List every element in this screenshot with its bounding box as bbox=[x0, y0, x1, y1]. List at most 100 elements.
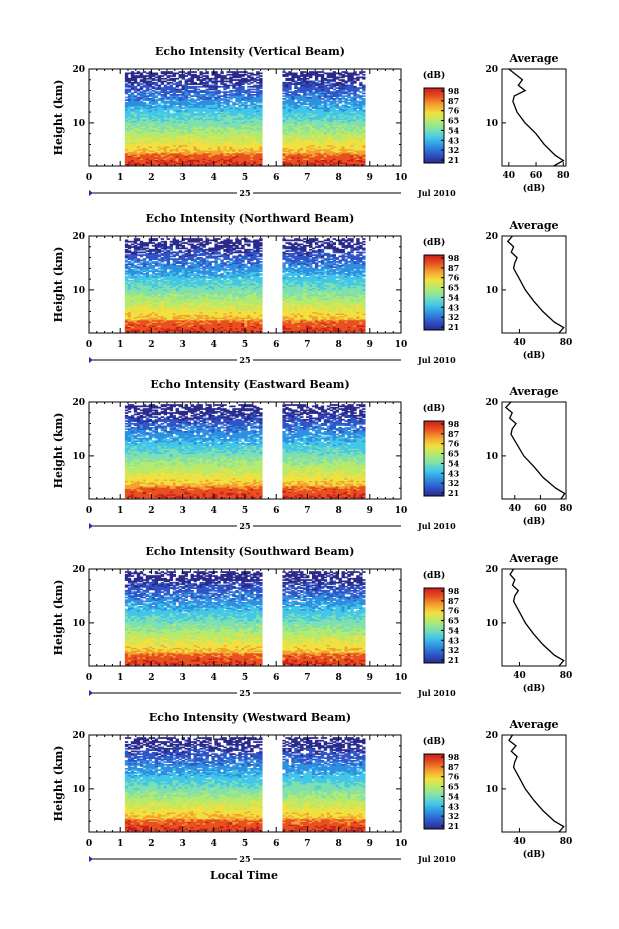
heatmap-cell bbox=[229, 140, 233, 143]
heatmap-cell bbox=[205, 71, 209, 73]
heatmap-cell bbox=[356, 87, 360, 89]
heatmap-cell bbox=[297, 75, 301, 77]
heatmap-cell bbox=[199, 136, 203, 139]
colorbar-unit: (dB) bbox=[423, 70, 445, 81]
heatmap-cell bbox=[187, 131, 191, 134]
heatmap-cell bbox=[145, 156, 150, 159]
heatmap-cell bbox=[157, 84, 162, 87]
heatmap-cell bbox=[208, 155, 212, 158]
heatmap-cell bbox=[250, 163, 254, 166]
heatmap-cell bbox=[193, 144, 197, 147]
heatmap-cell bbox=[226, 162, 230, 164]
heatmap-cell bbox=[151, 139, 156, 142]
heatmap-cell bbox=[154, 136, 159, 139]
heatmap-cell bbox=[199, 152, 203, 155]
heatmap-cell bbox=[145, 132, 150, 135]
heatmap-cell bbox=[359, 71, 363, 73]
heatmap-cell bbox=[154, 146, 159, 148]
heatmap-cell bbox=[220, 131, 224, 134]
heatmap-cell bbox=[148, 144, 153, 147]
heatmap-cell bbox=[247, 162, 251, 164]
heatmap-cell bbox=[160, 138, 165, 140]
heatmap-cell bbox=[217, 159, 221, 162]
colorbar-tick-label: 21 bbox=[448, 155, 459, 165]
heatmap-cell bbox=[148, 130, 153, 132]
colorbar-tick-label: 43 bbox=[448, 135, 460, 145]
heatmap-cell bbox=[256, 81, 260, 84]
heatmap-cell bbox=[235, 135, 239, 138]
heatmap-cell bbox=[226, 158, 230, 160]
heatmap-cell bbox=[229, 144, 233, 147]
heatmap-cell bbox=[217, 148, 221, 151]
heatmap-cell bbox=[241, 131, 245, 134]
heatmap-cell bbox=[184, 155, 188, 158]
heatmap-cell bbox=[247, 163, 251, 166]
heatmap-cell bbox=[169, 140, 174, 143]
heatmap-cell bbox=[214, 130, 218, 132]
heatmap-cell bbox=[211, 155, 215, 158]
heatmap-cell bbox=[285, 81, 289, 84]
heatmap-cell bbox=[256, 142, 260, 144]
x-tick-label: 0 bbox=[86, 173, 92, 183]
heatmap-cell bbox=[226, 150, 230, 152]
heatmap-cell bbox=[250, 139, 254, 142]
heatmap-cell bbox=[208, 147, 212, 150]
heatmap-cell bbox=[256, 71, 260, 73]
heatmap-cell bbox=[133, 148, 138, 151]
heatmap-cell bbox=[244, 143, 248, 146]
heatmap-cell bbox=[154, 160, 159, 163]
heatmap-cell bbox=[253, 163, 257, 166]
heatmap-cell bbox=[205, 151, 209, 154]
heatmap-cell bbox=[323, 72, 328, 75]
heatmap-cell bbox=[190, 126, 194, 128]
heatmap-cell bbox=[202, 146, 206, 148]
heatmap-cell bbox=[172, 128, 177, 131]
heatmap-cell bbox=[124, 101, 129, 104]
heatmap-cell bbox=[250, 136, 254, 139]
heatmap-cell bbox=[253, 158, 257, 160]
heatmap-cell bbox=[127, 150, 132, 152]
heatmap-cell bbox=[160, 132, 165, 135]
heatmap-cell bbox=[241, 140, 245, 143]
heatmap-cell bbox=[211, 158, 215, 160]
heatmap-cell bbox=[127, 136, 132, 139]
heatmap-cell bbox=[202, 134, 206, 136]
heatmap-cell bbox=[241, 77, 245, 80]
heatmap-cell bbox=[359, 95, 363, 98]
heatmap-cell bbox=[148, 132, 153, 135]
heatmap-cell bbox=[181, 131, 185, 134]
heatmap-cell bbox=[166, 104, 171, 107]
heatmap-cell bbox=[127, 152, 132, 155]
heatmap-cell bbox=[362, 108, 366, 111]
heatmap-cell bbox=[133, 127, 138, 130]
heatmap-cell bbox=[238, 152, 242, 155]
heatmap-cell bbox=[169, 144, 174, 147]
heatmap-cell bbox=[172, 143, 177, 146]
heatmap-cell bbox=[220, 71, 224, 73]
heatmap-cell bbox=[169, 142, 174, 144]
heatmap-cell bbox=[187, 148, 191, 151]
heatmap-cell bbox=[214, 146, 218, 148]
heatmap-cell bbox=[160, 156, 165, 159]
heatmap-cell bbox=[181, 107, 185, 110]
heatmap-cell bbox=[130, 128, 135, 131]
heatmap-cell bbox=[235, 151, 239, 154]
heatmap-cell bbox=[166, 131, 171, 134]
heatmap-cell bbox=[196, 160, 200, 163]
heatmap-cell bbox=[211, 130, 215, 132]
heatmap-cell bbox=[217, 138, 221, 140]
heatmap-cell bbox=[190, 97, 194, 100]
heatmap-cell bbox=[320, 104, 325, 107]
heatmap-cell bbox=[247, 156, 251, 159]
heatmap-cell bbox=[244, 154, 248, 156]
heatmap-cell bbox=[127, 126, 132, 128]
heatmap-cell bbox=[166, 146, 171, 148]
heatmap-cell bbox=[148, 126, 153, 128]
heatmap-cell bbox=[133, 142, 138, 144]
heatmap-cell bbox=[208, 142, 212, 144]
heatmap-cell bbox=[127, 72, 132, 75]
heatmap-cell bbox=[178, 139, 182, 142]
heatmap-cell bbox=[157, 134, 162, 136]
heatmap-cell bbox=[136, 143, 141, 146]
heatmap-cell bbox=[226, 96, 230, 99]
